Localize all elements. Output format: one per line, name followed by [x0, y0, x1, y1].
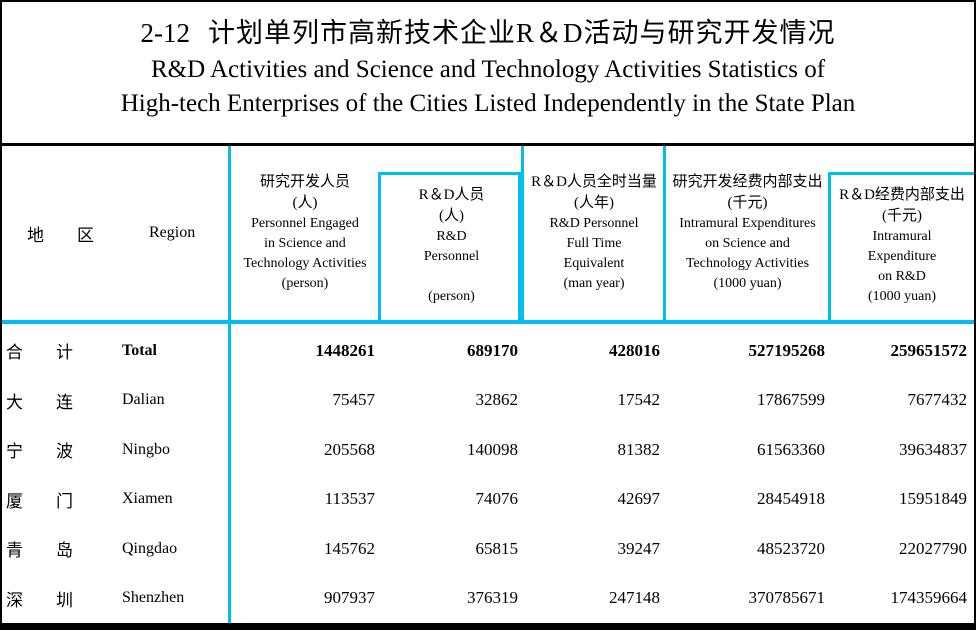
- table-row: 深 圳 Shenzhen 907937 376319 247148 370785…: [2, 574, 974, 624]
- column-header-rd-personnel: R＆D人员 (人) R&D Personnel (person): [418, 187, 485, 304]
- column-header-st-personnel: 研究开发人员 (人) Personnel Engaged in Science …: [243, 174, 367, 291]
- value-cell: 259651572: [890, 340, 968, 360]
- value-cell: 145762: [324, 538, 375, 558]
- region-header-zh1: 地: [27, 225, 44, 245]
- region-cell: 深 圳 Shenzhen: [2, 586, 230, 611]
- value-cell: 376319: [467, 588, 518, 608]
- region-zh1: 大: [6, 392, 23, 412]
- title-chinese-text: 计划单列市高新技术企业R＆D活动与研究开发情况: [207, 18, 836, 48]
- value-cell: 140098: [467, 439, 518, 459]
- value-cell: 15951849: [899, 489, 967, 509]
- region-zh1: 合: [6, 343, 23, 363]
- value-cell: 1448261: [315, 340, 376, 360]
- region-zh1: 青: [6, 541, 23, 561]
- region-cell: 大 连 Dalian: [2, 388, 230, 413]
- value-cell: 61563360: [757, 439, 825, 459]
- value-cell: 81382: [617, 439, 661, 459]
- region-zh2: 门: [56, 491, 73, 511]
- column-header-rd-expenditure: R＆D经费内部支出 (千元) Intramural Expenditure on…: [839, 187, 965, 304]
- value-cell: 28454918: [757, 489, 825, 509]
- table-title-english-line2: High-tech Enterprises of the Cities List…: [120, 90, 856, 117]
- statistics-table: 地 区 Region 研究开发人员 (人) Personnel Engaged …: [2, 146, 974, 628]
- region-cell: 青 岛 Qingdao: [2, 536, 230, 561]
- column-header-st-expenditure: 研究开发经费内部支出 (千元) Intramural Expenditures …: [672, 174, 823, 291]
- region-zh2: 岛: [56, 541, 73, 561]
- column-header-rd-fulltime: R＆D人员全时当量 (人年) R&D Personnel Full Time E…: [531, 174, 657, 291]
- value-cell: 527195268: [748, 340, 826, 360]
- value-cell: 174359664: [890, 588, 968, 608]
- region-name: Xiamen: [122, 490, 173, 508]
- table-number: 2-12: [140, 18, 190, 48]
- region-zh1: 厦: [6, 491, 23, 511]
- value-cell: 370785671: [748, 588, 826, 608]
- region-name: Dalian: [122, 391, 165, 409]
- value-cell: 113537: [324, 489, 375, 509]
- region-name: Total: [122, 341, 157, 359]
- table-row: 大 连 Dalian 75457 32862 17542 17867599 76…: [2, 376, 974, 426]
- value-cell: 22027790: [899, 538, 967, 558]
- value-cell: 247148: [609, 588, 660, 608]
- table-title-english-line1: R&D Activities and Science and Technolog…: [150, 56, 826, 83]
- region-zh2: 连: [56, 392, 73, 412]
- value-cell: 74076: [475, 489, 519, 509]
- table-row: 宁 波 Ningbo 205568 140098 81382 61563360 …: [2, 425, 974, 475]
- table-row: 合 计 Total 1448261 689170 428016 52719526…: [2, 326, 974, 376]
- column-header-region: 地 区 Region: [2, 146, 230, 320]
- column-divider-line: [521, 146, 524, 320]
- value-cell: 428016: [609, 340, 660, 360]
- value-cell: 39634837: [899, 439, 967, 459]
- rd-personnel-inset-box: [378, 172, 521, 320]
- value-cell: 907937: [324, 588, 375, 608]
- value-cell: 689170: [467, 340, 518, 360]
- region-cell: 厦 门 Xiamen: [2, 487, 230, 512]
- header-bottom-line: [2, 320, 974, 324]
- column-divider-line: [663, 146, 666, 320]
- region-column-divider-line: [228, 146, 231, 623]
- table-bottom-border: [2, 623, 974, 628]
- region-zh1: 深: [6, 590, 23, 610]
- region-cell: 宁 波 Ningbo: [2, 437, 230, 462]
- region-header-en: Region: [149, 224, 196, 241]
- value-cell: 17867599: [757, 390, 825, 410]
- region-cell: 合 计 Total: [2, 338, 230, 363]
- value-cell: 205568: [324, 439, 375, 459]
- region-header-zh2: 区: [77, 225, 94, 245]
- table-body: 合 计 Total 1448261 689170 428016 52719526…: [2, 326, 974, 623]
- value-cell: 65815: [475, 538, 519, 558]
- value-cell: 48523720: [757, 538, 825, 558]
- table-row: 青 岛 Qingdao 145762 65815 39247 48523720 …: [2, 524, 974, 574]
- region-name: Shenzhen: [122, 589, 185, 607]
- table-title-chinese: 2-12 计划单列市高新技术企业R＆D活动与研究开发情况: [2, 2, 974, 50]
- value-cell: 32862: [475, 390, 519, 410]
- region-zh1: 宁: [6, 442, 23, 462]
- rd-expenditure-inset-box: [828, 172, 974, 320]
- region-name: Qingdao: [122, 539, 178, 557]
- table-header-row: 地 区 Region 研究开发人员 (人) Personnel Engaged …: [2, 146, 974, 320]
- value-cell: 75457: [332, 390, 376, 410]
- title-block: 2-12 计划单列市高新技术企业R＆D活动与研究开发情况 R&D Activiti…: [2, 2, 974, 143]
- value-cell: 17542: [617, 390, 661, 410]
- value-cell: 39247: [617, 538, 661, 558]
- title-divider-line: [2, 143, 974, 146]
- region-zh2: 计: [56, 343, 73, 363]
- value-cell: 7677432: [907, 390, 968, 410]
- region-zh2: 圳: [56, 590, 73, 610]
- table-row: 厦 门 Xiamen 113537 74076 42697 28454918 1…: [2, 475, 974, 525]
- region-name: Ningbo: [122, 440, 170, 458]
- region-zh2: 波: [56, 442, 73, 462]
- value-cell: 42697: [617, 489, 661, 509]
